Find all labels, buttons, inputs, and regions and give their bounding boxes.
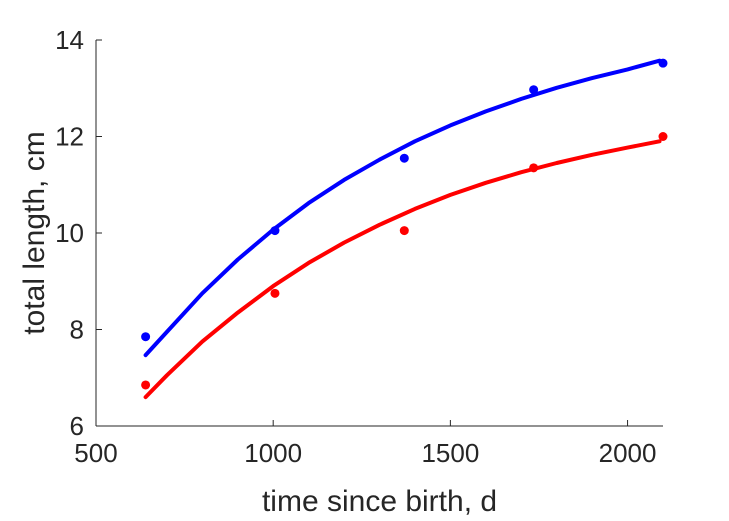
- x-axis-label: time since birth, d: [262, 485, 497, 518]
- data-point: [141, 332, 151, 342]
- x-tick-label: 1500: [421, 438, 479, 468]
- data-point: [658, 58, 668, 68]
- data-point: [529, 85, 539, 95]
- y-tick-label: 8: [70, 315, 84, 345]
- series-1: [141, 58, 668, 358]
- data-point: [529, 163, 539, 173]
- series-layer: [141, 58, 668, 400]
- fit-curve: [143, 58, 662, 358]
- ticks: 500 1000 1500 2000 6 8 10 12 14: [55, 25, 656, 468]
- fit-curve: [143, 139, 662, 400]
- x-tick-label: 2000: [599, 438, 657, 468]
- data-point: [141, 380, 151, 390]
- y-axis-label: total length, cm: [18, 131, 51, 334]
- data-point: [658, 132, 668, 141]
- data-point: [270, 226, 280, 236]
- series-2: [141, 132, 668, 400]
- y-tick-label: 12: [55, 122, 84, 152]
- y-tick-label: 6: [70, 411, 84, 441]
- y-tick-label: 10: [55, 218, 84, 248]
- x-tick-label: 500: [74, 438, 117, 468]
- data-point: [270, 288, 280, 298]
- data-point: [399, 153, 409, 163]
- x-tick-label: 1000: [244, 438, 302, 468]
- data-point: [399, 226, 409, 236]
- y-tick-label: 14: [55, 25, 84, 55]
- axes: [95, 40, 663, 427]
